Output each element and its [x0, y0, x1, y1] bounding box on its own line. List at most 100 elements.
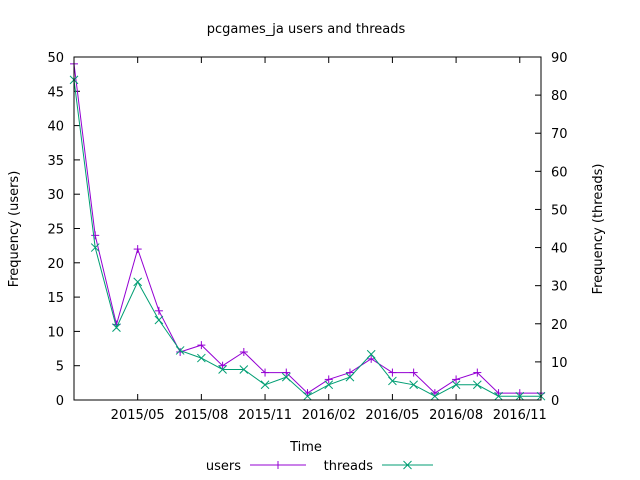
legend-label: users [206, 459, 241, 474]
data-point-threads [281, 372, 291, 382]
data-point-users [154, 306, 163, 315]
data-point-threads [345, 372, 355, 382]
y-right-tick-label: 0 [551, 394, 559, 409]
y-right-tick: 80 [535, 89, 568, 104]
x-tick: 2016/05 [365, 57, 419, 423]
y-right-tick: 10 [535, 356, 568, 371]
data-point-threads [515, 391, 525, 401]
y-left-tick-label: 40 [47, 120, 64, 135]
x-tick-label: 2015/11 [238, 408, 292, 423]
y-right-tick-label: 80 [551, 89, 568, 104]
data-point-threads [366, 349, 376, 359]
x-tick-label: 2016/05 [365, 408, 419, 423]
x-tick-label: 2015/05 [111, 408, 165, 423]
data-point-threads [175, 346, 185, 355]
y-right-tick: 20 [535, 318, 568, 333]
y-left-tick-label: 10 [47, 325, 64, 340]
data-point-threads [388, 376, 397, 386]
y-axis-left-ticks: 0 5 10 15 20 25 30 35 40 45 50 [47, 51, 80, 409]
y-right-tick-label: 60 [551, 165, 568, 180]
data-point-threads [324, 380, 334, 390]
data-point-threads [154, 315, 164, 325]
data-point-threads [494, 391, 503, 401]
legend-marker [403, 460, 412, 470]
y-right-tick: 40 [535, 242, 568, 257]
data-point-threads [472, 380, 482, 390]
y-right-tick-label: 40 [551, 242, 568, 257]
y-left-tick-label: 30 [47, 188, 64, 203]
legend-marker [274, 461, 282, 469]
y-right-tick-label: 20 [551, 318, 568, 333]
data-point-users [345, 368, 354, 377]
data-point-users [261, 368, 270, 377]
data-point-users [388, 368, 397, 377]
y-right-tick: 30 [535, 280, 568, 295]
y-right-tick: 60 [535, 165, 568, 180]
data-point-users [452, 375, 461, 384]
y-right-tick: 50 [535, 203, 568, 218]
legend: users threads [206, 459, 433, 474]
data-point-users [218, 361, 227, 370]
series-line-threads [73, 79, 541, 397]
data-point-threads [112, 323, 121, 332]
x-axis-ticks: 2015/05 2015/08 2015/11 2016/02 2016/05 2016/… [111, 57, 547, 423]
y-left-tick-label: 15 [47, 291, 64, 306]
legend-item-users: users [206, 459, 306, 474]
y-axis-right-label: Frequency (threads) [591, 164, 606, 295]
x-tick-label: 2016/02 [302, 408, 356, 423]
data-point-users [197, 341, 206, 350]
y-left-tick-label: 35 [47, 154, 64, 169]
y-axis-right-ticks: 0 10 20 30 40 50 60 70 80 90 [535, 51, 568, 409]
y-right-tick-label: 50 [551, 203, 568, 218]
data-point-threads [90, 243, 100, 252]
y-left-tick-label: 45 [47, 85, 64, 100]
y-left-tick: 40 [47, 120, 80, 135]
y-axis-left-label: Frequency (users) [7, 171, 22, 288]
x-tick: 2016/08 [429, 57, 483, 423]
series-line-users [73, 63, 541, 394]
y-right-tick: 90 [535, 51, 568, 66]
y-left-tick: 30 [47, 188, 80, 203]
y-left-tick-label: 0 [56, 394, 64, 409]
y-left-tick: 35 [47, 154, 80, 169]
series-threads [69, 75, 546, 401]
y-right-tick-label: 30 [551, 280, 568, 295]
x-tick: 2015/11 [238, 57, 292, 423]
data-point-users [239, 347, 248, 356]
chart-title: pcgames_ja users and threads [207, 22, 406, 37]
series-layer [69, 59, 546, 401]
x-tick: 2015/05 [111, 57, 165, 423]
y-right-tick-label: 90 [551, 51, 568, 66]
y-left-tick: 5 [56, 360, 80, 375]
data-point-threads [197, 353, 206, 363]
x-tick: 2016/11 [493, 57, 547, 423]
data-point-users [133, 245, 142, 254]
data-point-users [473, 368, 482, 377]
x-tick-label: 2015/08 [174, 408, 228, 423]
y-right-tick-label: 10 [551, 356, 568, 371]
data-point-users [409, 368, 418, 377]
x-axis-label: Time [289, 440, 322, 455]
data-point-users [282, 368, 291, 377]
series-users [70, 59, 545, 398]
y-left-tick: 20 [47, 257, 80, 272]
legend-label: threads [324, 459, 374, 474]
data-point-users [367, 354, 376, 363]
y-right-tick-label: 70 [551, 127, 568, 142]
data-point-threads [409, 380, 418, 390]
x-tick-label: 2016/11 [493, 408, 547, 423]
y-left-tick-label: 50 [47, 51, 64, 66]
data-point-threads [239, 365, 249, 374]
plot-frame [73, 56, 542, 401]
data-point-users [91, 231, 100, 240]
y-left-tick: 0 [56, 394, 80, 409]
y-left-tick-label: 25 [47, 223, 64, 238]
y-right-tick: 70 [535, 127, 568, 142]
data-point-threads [451, 380, 461, 390]
y-left-tick: 15 [47, 291, 80, 306]
data-point-users [324, 375, 333, 384]
data-point-threads [218, 365, 227, 374]
y-left-tick: 25 [47, 223, 80, 238]
y-left-tick-label: 20 [47, 257, 64, 272]
